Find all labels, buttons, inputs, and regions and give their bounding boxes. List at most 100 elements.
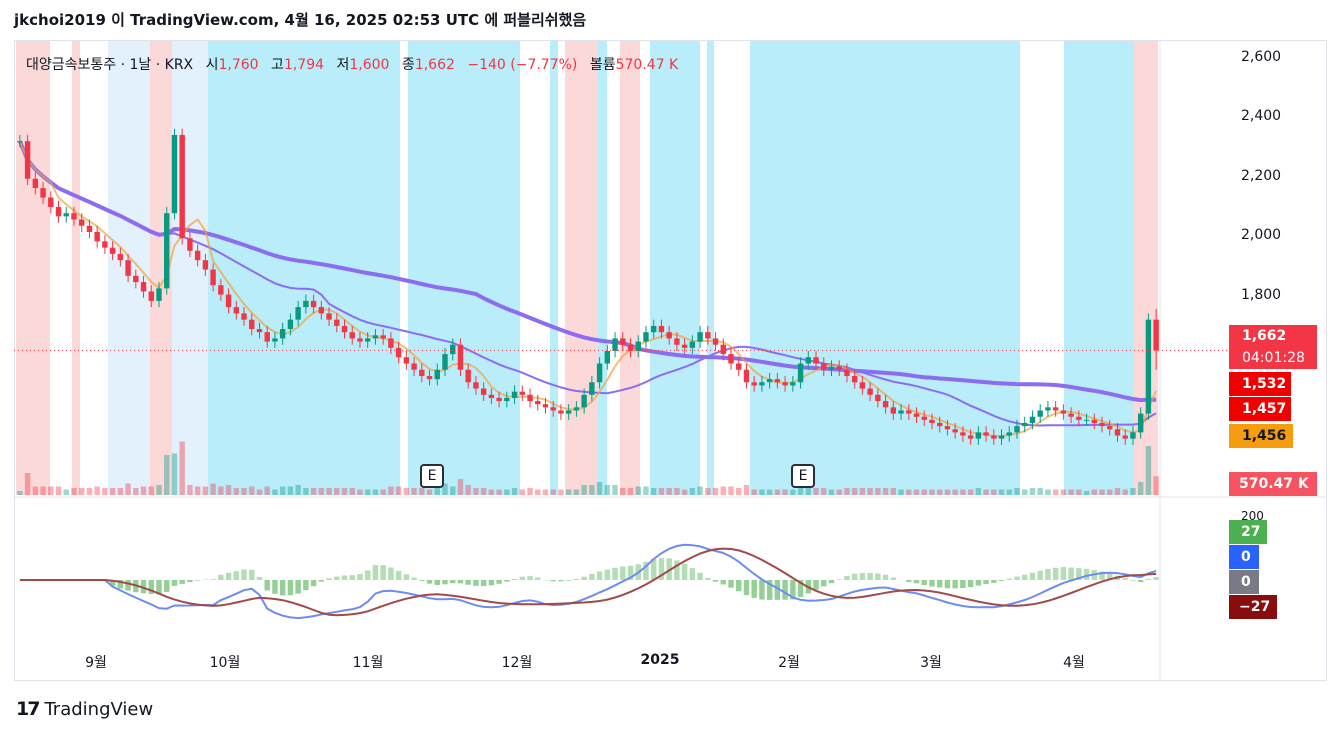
candle-body: [720, 344, 726, 355]
volume-bar: [86, 488, 93, 495]
histogram-bar: [689, 568, 696, 580]
histogram-bar: [527, 576, 533, 580]
histogram-bar: [712, 580, 719, 582]
histogram-bar: [1045, 568, 1051, 580]
volume-bar: [906, 489, 912, 495]
candle-body: [318, 307, 325, 314]
candle-body: [612, 338, 618, 351]
volume-bar: [63, 489, 69, 495]
volume-bar: [465, 485, 471, 495]
histogram-bar: [148, 580, 154, 594]
volume-bar: [1068, 489, 1074, 495]
candle-body: [1122, 435, 1128, 439]
volume-bar: [890, 488, 897, 495]
histogram-bar: [952, 580, 958, 589]
candle-body: [187, 238, 193, 251]
volume-bar: [921, 489, 927, 495]
histogram-bar: [372, 565, 379, 580]
candle-body: [94, 231, 100, 242]
volume-bar: [581, 485, 587, 495]
candle-body: [921, 416, 927, 420]
histogram-bar: [960, 580, 966, 588]
candle-body: [1130, 432, 1136, 439]
volume-bar: [133, 488, 139, 495]
open-label: 시: [205, 57, 219, 73]
volume-bar: [326, 488, 332, 495]
volume-bar: [364, 489, 371, 495]
candle-body: [194, 250, 201, 261]
candle-body: [40, 188, 46, 198]
x-tick-sep: 9월: [85, 655, 107, 671]
x-tick-mar: 3월: [920, 655, 942, 671]
histogram-bar: [836, 579, 842, 580]
candle-body: [620, 338, 626, 345]
ohlc-legend: 대양금속보통주 · 1날 · KRX 시1,760 고1,794 저1,600 …: [26, 54, 678, 74]
volume-bar: [24, 473, 31, 495]
histogram-bar: [1052, 567, 1059, 580]
x-tick-2025: 2025: [640, 652, 680, 668]
volume-bar: [94, 486, 100, 495]
volume-bar: [527, 488, 533, 495]
tradingview-logo-icon: 17: [16, 698, 40, 720]
volume-bar: [821, 488, 827, 495]
candle-body: [117, 253, 124, 261]
volume-bar: [218, 486, 224, 495]
tradingview-footer[interactable]: 17 TradingView: [16, 698, 153, 720]
volume-bar: [1076, 489, 1082, 495]
volume-bar: [388, 486, 394, 495]
volume-bar: [913, 489, 920, 495]
volume-bar: [650, 488, 657, 495]
volume-bar: [558, 489, 564, 495]
candle-body: [898, 410, 904, 414]
histogram-bar: [519, 576, 526, 580]
histogram-bar: [991, 580, 997, 583]
volume-bar: [403, 488, 410, 495]
volume-bar: [573, 489, 580, 495]
volume-bar: [681, 489, 688, 495]
volume-bar: [658, 488, 665, 495]
histogram-bar: [241, 569, 247, 580]
highlight-band: [620, 41, 640, 495]
volume-bar: [790, 489, 796, 495]
candle-body: [63, 213, 69, 217]
candle-body: [790, 382, 796, 386]
histogram-bar: [426, 580, 433, 584]
candle-body: [1029, 416, 1036, 423]
volume-bar: [109, 488, 116, 495]
volume-bar: [1029, 488, 1036, 495]
volume-bar: [187, 485, 193, 495]
candle-body: [1014, 426, 1020, 433]
volume-bar: [1083, 491, 1090, 495]
candle-body: [643, 332, 649, 342]
volume-bar: [604, 485, 611, 495]
volume-bar: [1153, 476, 1159, 495]
volume-bar: [944, 489, 951, 495]
histogram-bar: [1107, 573, 1113, 580]
candle-body: [797, 363, 804, 383]
volume-bar: [1122, 489, 1128, 495]
candle-body: [78, 219, 85, 226]
volume-bar: [303, 488, 309, 495]
symbol-title[interactable]: 대양금속보통주 · 1날 · KRX: [26, 57, 194, 73]
histogram-bar: [643, 561, 649, 580]
histogram-bar: [565, 580, 572, 581]
histogram-bar: [882, 574, 889, 580]
histogram-bar: [218, 574, 224, 580]
histogram-bar: [364, 570, 371, 580]
volume-bar: [434, 486, 440, 495]
volume-bar: [705, 488, 711, 495]
volume-bar: [442, 483, 448, 495]
earnings-marker[interactable]: E: [791, 464, 815, 488]
highlight-band: [172, 41, 208, 495]
volume-bar: [836, 489, 842, 495]
histogram-bar: [326, 578, 332, 580]
candle-body: [504, 397, 510, 402]
volume-bar: [643, 486, 649, 495]
volume-bar: [473, 488, 479, 495]
earnings-marker[interactable]: E: [420, 464, 444, 488]
volume-bar: [666, 488, 672, 495]
candle-body: [936, 422, 943, 427]
candle-body: [179, 134, 185, 239]
signal-line: [19, 547, 1157, 617]
